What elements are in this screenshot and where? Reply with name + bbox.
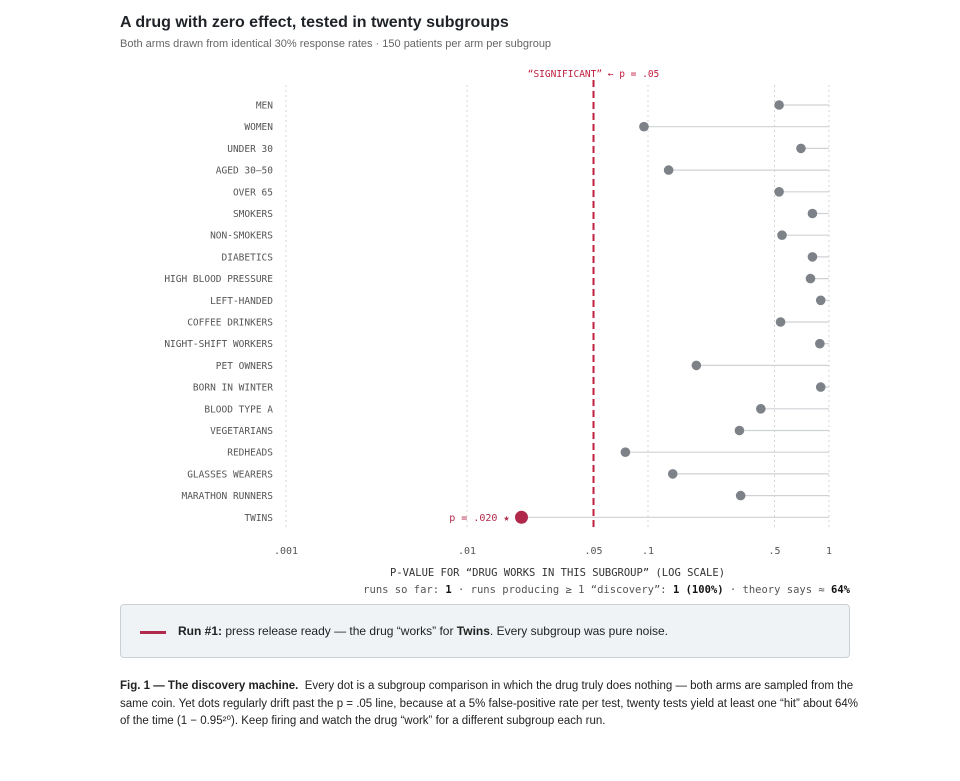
subgroup-point — [775, 317, 786, 327]
subgroup-point — [639, 121, 649, 132]
subgroup-point — [815, 295, 826, 306]
callout-message: Run #1: press release ready — the drug “… — [178, 624, 668, 638]
subgroup-point — [796, 143, 806, 154]
subgroup-label: WOMEN — [244, 122, 273, 133]
subgroup-point — [805, 273, 816, 284]
run-stats: runs so far: 1 · runs producing ≥ 1 “dis… — [363, 584, 850, 596]
subgroup-point — [807, 252, 818, 262]
subgroup-pvalue-chart: MEN WOMEN UNDER 30 AGED 30–50 OVER 65 SMOKERS… — [164, 69, 832, 579]
x-tick-label: .5 — [768, 546, 780, 557]
subgroup-point — [735, 490, 746, 501]
x-tick-label: 1 — [826, 546, 832, 557]
subgroup-label: NON-SMOKERS — [210, 231, 273, 242]
subgroup-label: SMOKERS — [233, 209, 273, 220]
figure-caption: Fig. 1 — The discovery machine. Every do… — [120, 678, 860, 731]
chart-subtitle: Both arms drawn from identical 30% respo… — [120, 38, 552, 50]
subgroup-point — [774, 100, 784, 110]
subgroup-label: DIABETICS — [222, 252, 274, 263]
caption-label: Fig. 1 — The discovery machine. — [120, 680, 299, 692]
x-axis-label: P-VALUE FOR “DRUG WORKS IN THIS SUBGROUP… — [390, 567, 725, 579]
subgroup-point — [620, 447, 631, 458]
theory-value: 64% — [831, 584, 850, 596]
runs-value: 1 — [445, 584, 452, 596]
callout-text-end: . Every subgroup was pure noise. — [489, 624, 669, 638]
subgroup-point — [734, 425, 745, 436]
x-tick-label: .001 — [274, 546, 298, 557]
subgroup-label: AGED 30–50 — [216, 166, 273, 177]
subgroup-label: GLASSES WEARERS — [187, 469, 273, 480]
subgroup-point — [815, 382, 826, 392]
subgroup-label: COFFEE DRINKERS — [187, 318, 273, 329]
subgroup-label: PET OWNERS — [216, 361, 273, 372]
subgroup-label: VEGETARIANS — [210, 426, 273, 437]
subgroup-label: BORN IN WINTER — [193, 383, 273, 394]
subgroup-point — [777, 230, 787, 240]
subgroup-label: OVER 65 — [233, 187, 273, 198]
runs-label: runs so far: — [363, 584, 440, 596]
subgroup-label: UNDER 30 — [227, 144, 273, 155]
chart-title: A drug with zero effect, tested in twent… — [120, 14, 509, 31]
callout-run-label: Run #1: — [178, 624, 223, 638]
subgroup-label: MEN — [256, 101, 273, 112]
caption-text: Every dot is a subgroup comparison in wh… — [120, 680, 859, 727]
subgroup-label: BLOOD TYPE A — [204, 404, 273, 415]
subgroup-label: REDHEADS — [227, 448, 273, 459]
significant-point — [514, 510, 528, 524]
subgroup-label: LEFT-HANDED — [210, 296, 273, 307]
significant-pvalue-label: p = .020 ★ — [449, 513, 509, 524]
subgroup-point — [691, 360, 702, 371]
subgroup-label: MARATHON RUNNERS — [181, 491, 273, 502]
subgroup-label: HIGH BLOOD PRESSURE — [164, 274, 273, 285]
subgroup-point — [756, 404, 766, 414]
theory-label: · theory says ≈ — [729, 584, 825, 596]
discovery-value: 1 (100%) — [672, 584, 724, 596]
subgroup-label: TWINS — [244, 513, 273, 524]
subgroup-label: NIGHT-SHIFT WORKERS — [164, 339, 273, 350]
x-tick-label: .1 — [642, 546, 654, 557]
discovery-label: · runs producing ≥ 1 “discovery”: — [458, 584, 667, 596]
run-result-callout: Run #1: press release ready — the drug “… — [120, 604, 850, 658]
subgroup-point — [667, 469, 678, 479]
threshold-label: “SIGNIFICANT” ← p = .05 — [528, 69, 660, 80]
x-tick-label: .01 — [458, 546, 476, 557]
subgroup-point — [774, 187, 784, 197]
subgroup-point — [663, 165, 674, 175]
subgroup-point — [807, 208, 818, 219]
subgroup-point — [815, 338, 825, 349]
x-tick-label: .05 — [584, 546, 602, 557]
callout-text: press release ready — the drug “works” f… — [225, 624, 454, 638]
callout-accent-dash — [140, 631, 166, 634]
callout-subgroup: Twins — [456, 624, 490, 638]
